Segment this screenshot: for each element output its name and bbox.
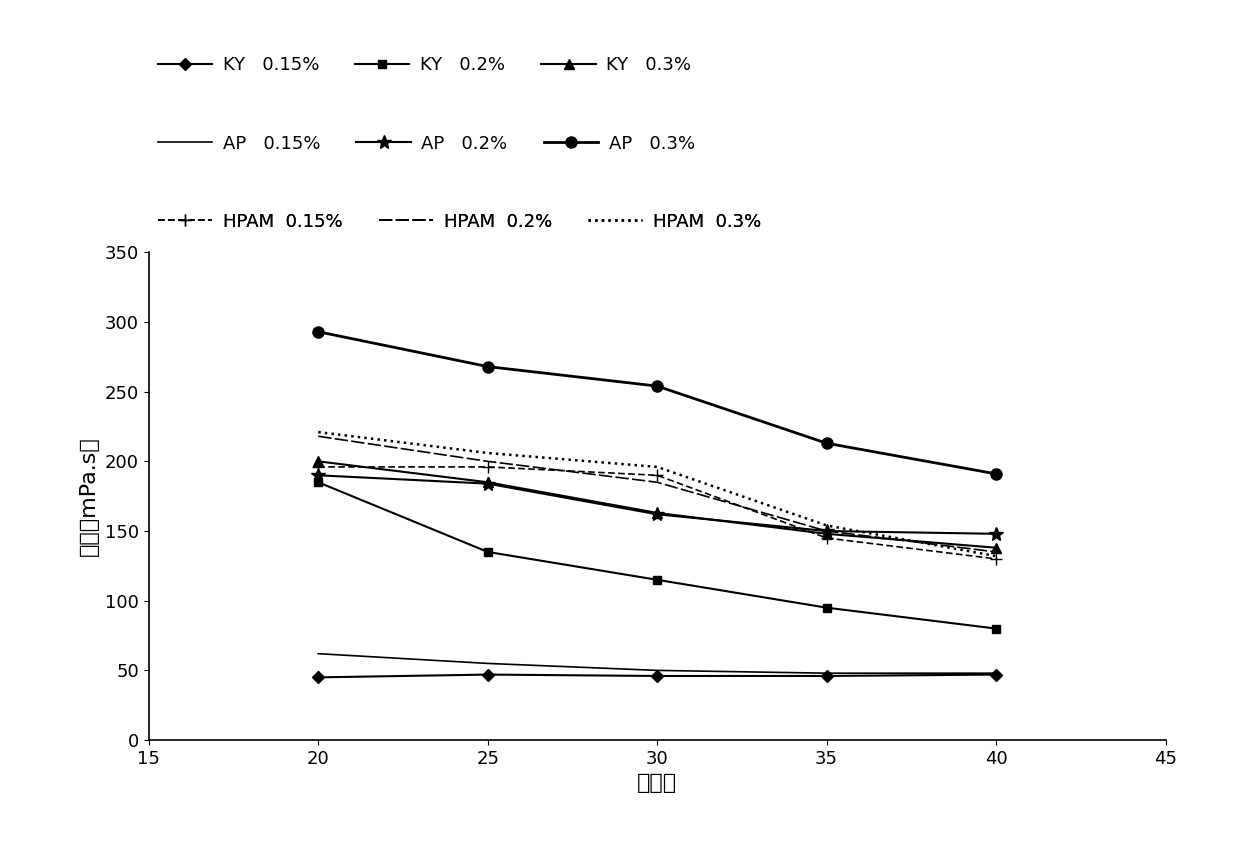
- Legend: HPAM  0.15%, HPAM  0.2%, HPAM  0.3%: HPAM 0.15%, HPAM 0.2%, HPAM 0.3%: [157, 213, 761, 230]
- X-axis label: 聚交比: 聚交比: [637, 774, 677, 793]
- Y-axis label: 粘度（mPa.s）: 粘度（mPa.s）: [79, 436, 99, 556]
